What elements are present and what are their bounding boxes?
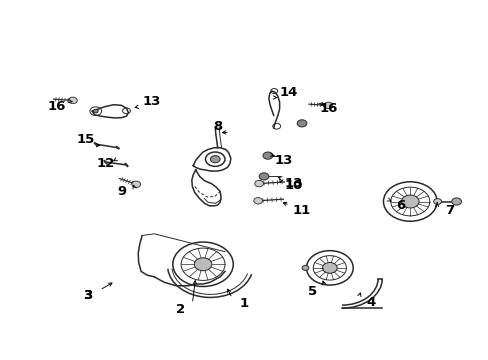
Circle shape (263, 152, 272, 159)
Text: 16: 16 (319, 102, 337, 115)
Text: 13: 13 (274, 154, 292, 167)
Circle shape (401, 195, 418, 208)
Circle shape (132, 181, 141, 188)
Text: 3: 3 (82, 289, 92, 302)
Text: 11: 11 (292, 204, 310, 217)
Text: 1: 1 (240, 297, 248, 310)
Circle shape (297, 120, 306, 127)
Text: 5: 5 (307, 285, 317, 298)
Circle shape (433, 199, 441, 204)
Text: 7: 7 (444, 204, 453, 217)
Circle shape (322, 262, 336, 273)
Circle shape (93, 109, 98, 113)
Circle shape (259, 173, 268, 180)
Circle shape (210, 156, 220, 163)
Text: 13: 13 (142, 95, 161, 108)
Text: 13: 13 (284, 177, 302, 190)
Text: 2: 2 (175, 303, 184, 316)
Text: 9: 9 (117, 185, 126, 198)
Text: 16: 16 (47, 100, 66, 113)
Circle shape (302, 265, 308, 270)
Text: 10: 10 (284, 179, 302, 192)
Circle shape (68, 97, 77, 104)
Circle shape (254, 180, 263, 187)
Text: 12: 12 (96, 157, 114, 170)
Text: 14: 14 (279, 86, 297, 99)
Text: 8: 8 (213, 121, 222, 134)
Text: 3: 3 (82, 289, 92, 302)
Text: 4: 4 (366, 296, 375, 309)
Circle shape (451, 198, 461, 205)
Text: 15: 15 (77, 133, 95, 146)
Circle shape (253, 198, 262, 204)
Circle shape (194, 258, 211, 271)
Circle shape (324, 102, 332, 109)
Text: 6: 6 (395, 199, 405, 212)
